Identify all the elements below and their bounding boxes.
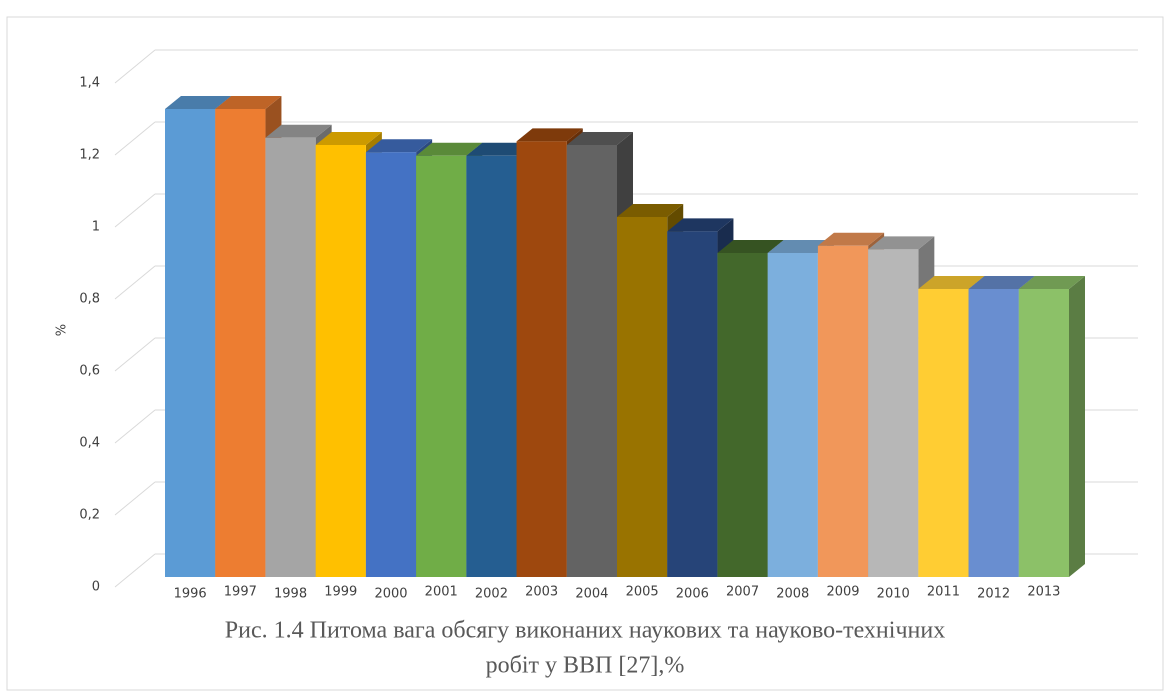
x-tick-label: 1998 — [274, 587, 307, 602]
bar-top — [868, 236, 935, 250]
grid-line — [114, 193, 156, 228]
bar-top — [667, 218, 734, 232]
bar-top — [1018, 276, 1085, 289]
bar-top — [968, 276, 1035, 289]
grid-line — [114, 121, 156, 156]
x-tick-label: 2004 — [575, 587, 608, 602]
bar — [717, 253, 768, 577]
bar — [315, 145, 366, 577]
bar — [215, 109, 266, 577]
bar — [165, 109, 216, 577]
y-tick-label: 0,2 — [79, 508, 100, 523]
x-tick-label: 1996 — [174, 587, 207, 602]
caption: робіт у ВВП [27],% — [486, 653, 685, 679]
x-tick-label: 2000 — [374, 587, 407, 602]
caption: Рис. 1.4 Питома вага обсягу виконаних на… — [225, 618, 945, 644]
bar-top — [516, 128, 583, 142]
x-tick-label: 2011 — [927, 585, 960, 600]
x-tick-label: 2006 — [676, 587, 709, 602]
bar-top — [466, 142, 533, 156]
bar — [416, 155, 467, 578]
bar-top — [365, 139, 433, 153]
bar — [817, 245, 869, 578]
bar-top — [717, 240, 784, 253]
bar — [767, 253, 818, 577]
y-tick-label: 0,6 — [79, 364, 100, 379]
grid-line — [114, 409, 156, 444]
x-tick-label: 2012 — [977, 587, 1010, 602]
bar-top — [315, 132, 382, 145]
bar-side — [1069, 276, 1085, 577]
bar — [918, 289, 969, 577]
bar — [566, 145, 617, 577]
bar-top — [416, 142, 483, 156]
bar — [466, 155, 517, 578]
y-tick-label: 1,2 — [79, 148, 100, 163]
x-tick-label: 2009 — [826, 585, 859, 600]
x-tick-label: 2010 — [877, 587, 910, 602]
grid-line — [114, 49, 156, 84]
x-tick-label: 1999 — [324, 585, 357, 600]
bar-top — [617, 204, 684, 217]
bar — [968, 289, 1019, 577]
x-tick-label: 1997 — [224, 585, 257, 600]
bar-top — [265, 124, 332, 138]
bar — [516, 141, 567, 577]
y-tick-label: 0 — [92, 580, 100, 595]
bar — [667, 231, 718, 577]
grid-line — [114, 265, 156, 300]
bar — [617, 217, 668, 577]
bar — [265, 137, 316, 578]
bar-top — [817, 232, 885, 246]
x-tick-label: 2001 — [425, 585, 458, 600]
y-tick-label: 0,4 — [79, 436, 100, 451]
x-tick-label: 2007 — [726, 585, 759, 600]
grid-line — [114, 553, 156, 588]
bar-top — [215, 96, 282, 109]
y-tick-label: 1 — [92, 220, 100, 235]
grid-line — [114, 481, 156, 516]
x-tick-label: 2013 — [1027, 585, 1060, 600]
grid-line — [114, 337, 156, 372]
bar — [365, 152, 417, 577]
bar-top — [767, 240, 834, 253]
x-tick-label: 2002 — [475, 587, 508, 602]
bar — [1018, 289, 1069, 577]
x-tick-label: 2003 — [525, 585, 558, 600]
x-tick-label: 2008 — [776, 587, 809, 602]
y-tick-label: 1,4 — [79, 76, 100, 91]
bar-top — [165, 96, 232, 109]
bar-top — [566, 132, 633, 145]
x-tick-label: 2005 — [626, 585, 659, 600]
y-tick-label: 0,8 — [79, 292, 100, 307]
y-axis-label: % — [55, 324, 70, 336]
bar — [868, 249, 919, 577]
bar-top — [918, 276, 985, 289]
